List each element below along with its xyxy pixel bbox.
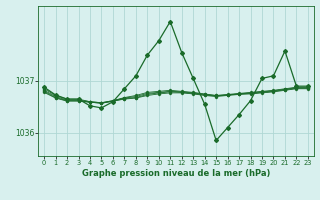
X-axis label: Graphe pression niveau de la mer (hPa): Graphe pression niveau de la mer (hPa) [82, 169, 270, 178]
